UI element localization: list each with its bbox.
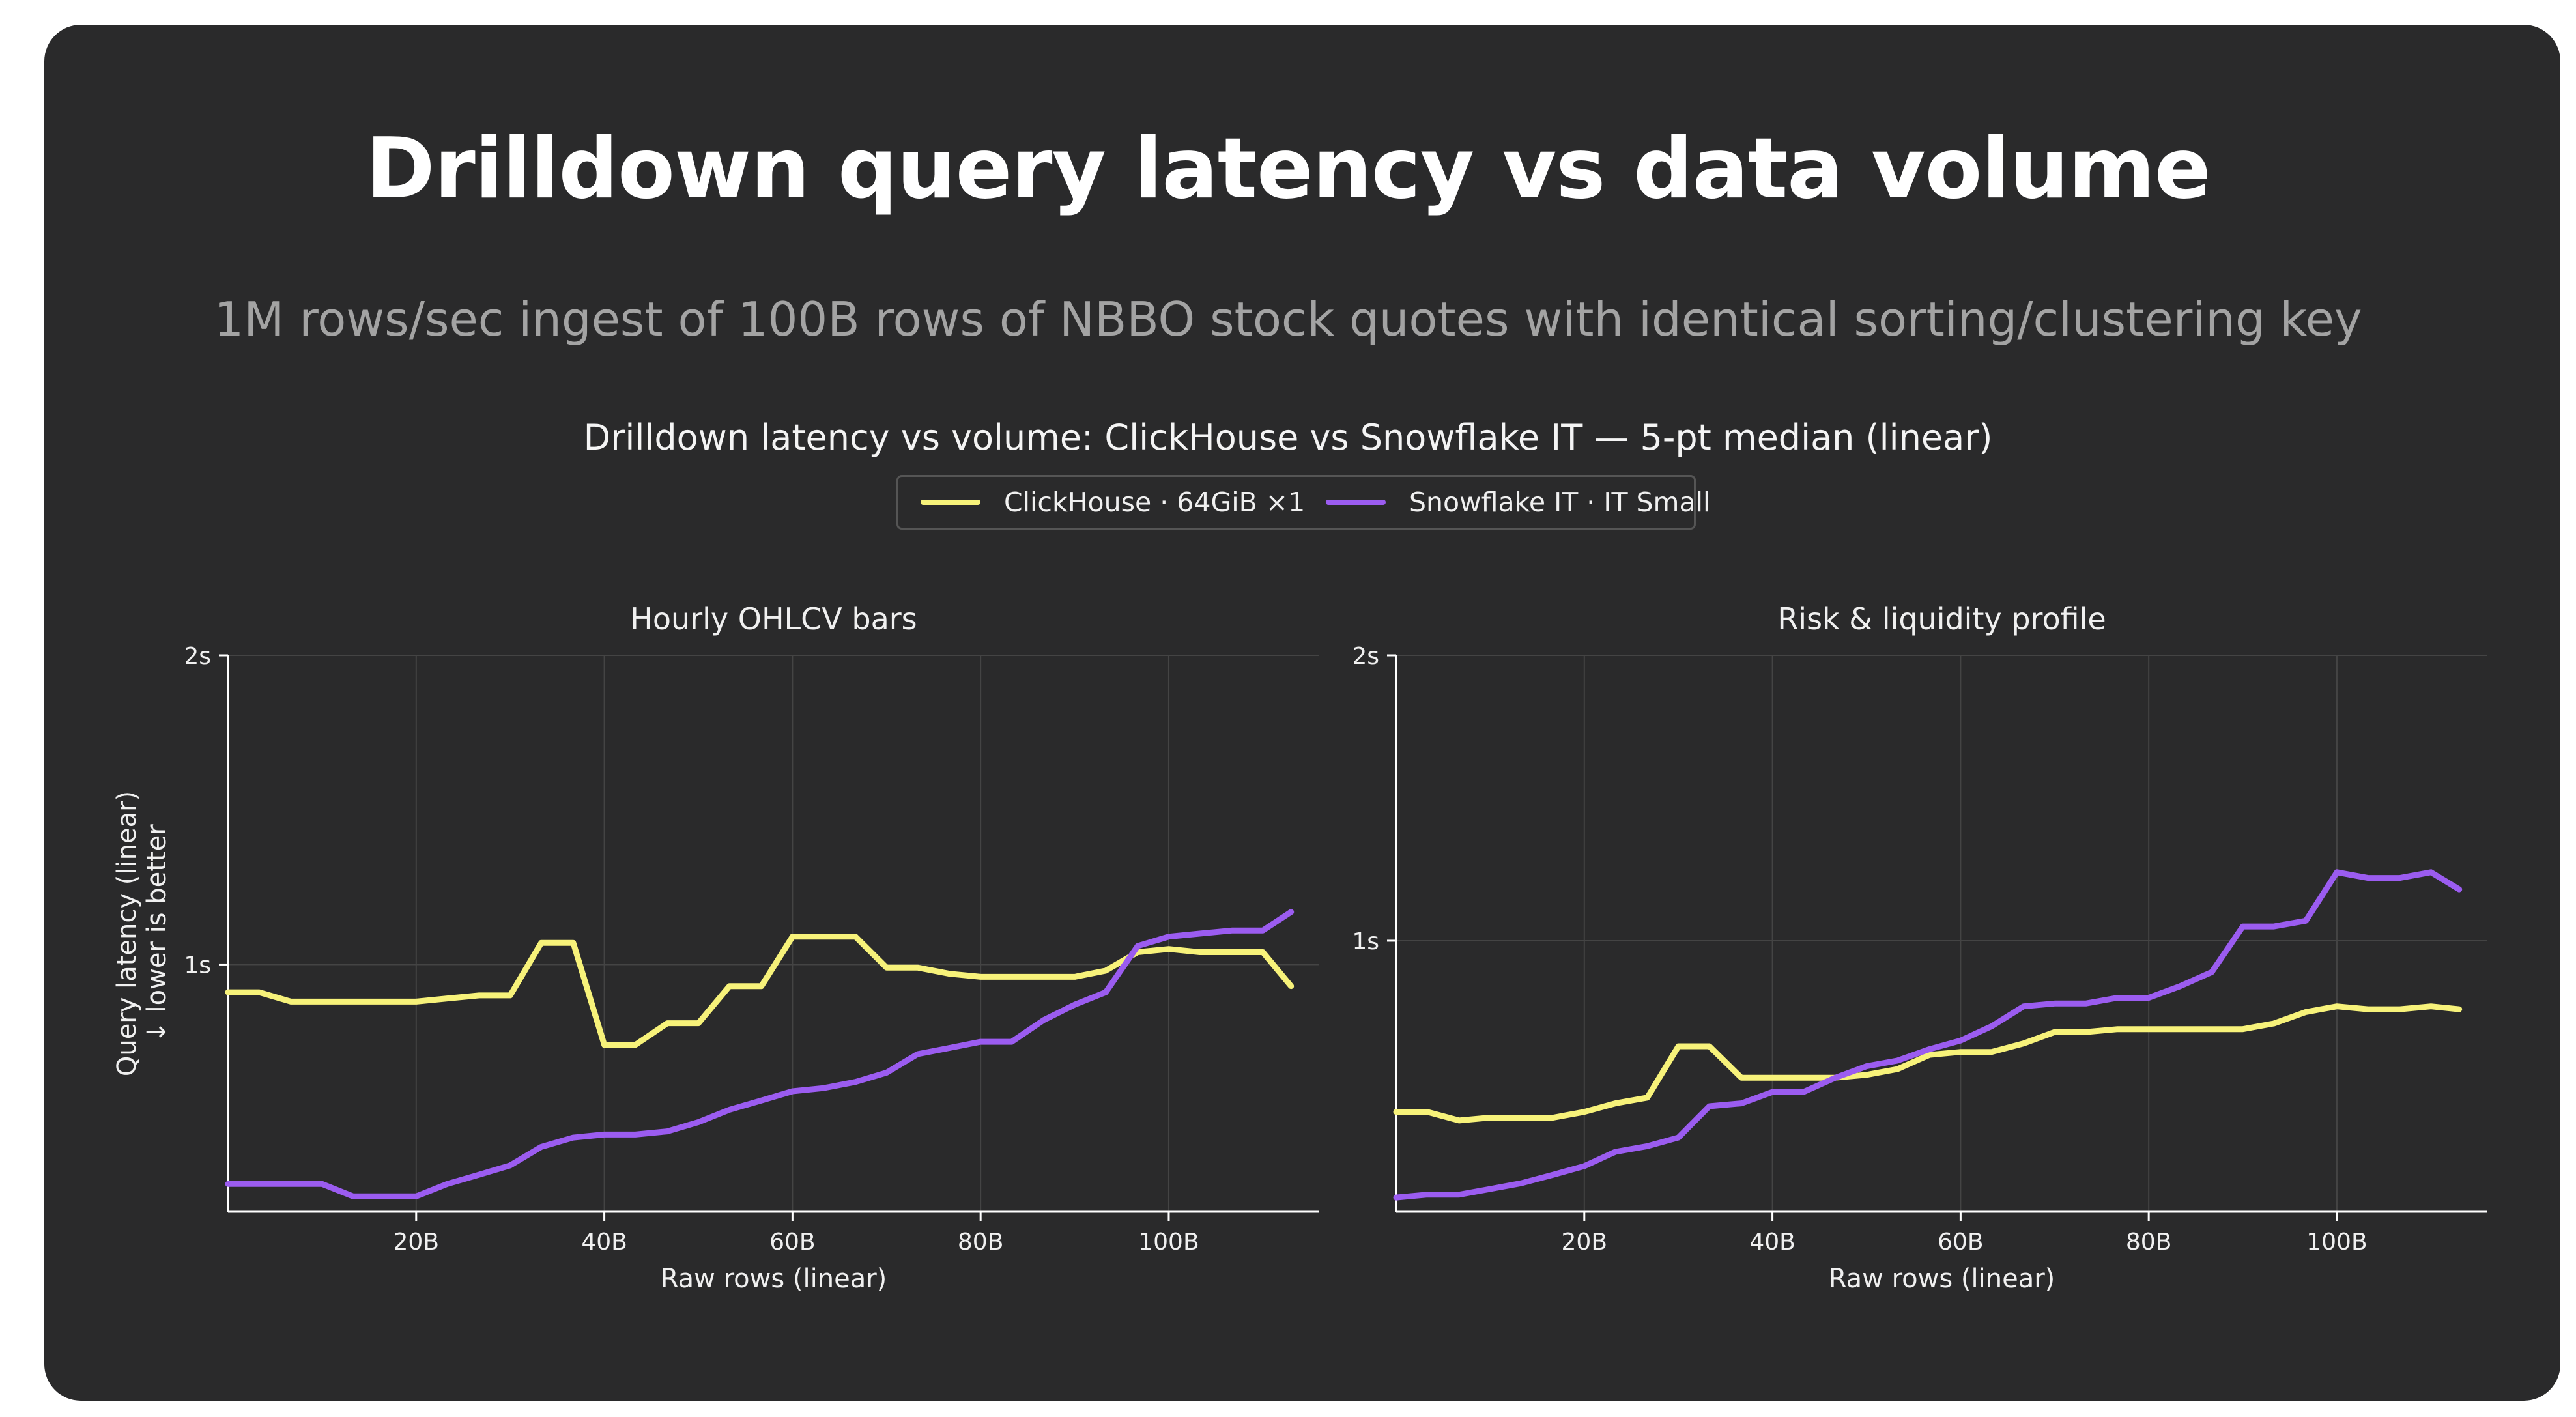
figure-title: Drilldown latency vs volume: ClickHouse … [583, 417, 1993, 458]
legend-swatch-snowflake [1326, 500, 1386, 505]
risk-xtick-label-0: 20B [1562, 1229, 1608, 1255]
legend: ClickHouse · 64GiB ×1 Snowflake IT · IT … [896, 475, 1710, 530]
risk-ytick-label-0: 1s [1352, 928, 1379, 955]
risk-xtick-label-4: 100B [2306, 1229, 2367, 1255]
ohlcv-xlabel: Raw rows (linear) [661, 1264, 887, 1294]
ohlcv-xtick-label-4: 100B [1138, 1229, 1199, 1255]
page-title: Drilldown query latency vs data volume [365, 121, 2211, 218]
ohlcv-xtick-label-2: 60B [769, 1229, 816, 1255]
risk-xtick-label-1: 40B [1749, 1229, 1796, 1255]
legend-item-clickhouse: ClickHouse · 64GiB ×1 [921, 477, 1305, 528]
ohlcv-ylabel: Query latency (linear) [112, 791, 142, 1076]
ohlcv-line-snowflake [225, 909, 1295, 1199]
risk-xtick-label-2: 60B [1938, 1229, 1984, 1255]
ohlcv-ytick-label-1: 2s [184, 643, 211, 670]
risk-subplot-title: Risk & liquidity profile [1777, 601, 2106, 637]
ohlcv-xtick-label-0: 20B [394, 1229, 440, 1255]
legend-label-snowflake: Snowflake IT · IT Small [1409, 487, 1711, 518]
legend-item-snowflake: Snowflake IT · IT Small [1326, 477, 1710, 528]
ohlcv-ytick-label-0: 1s [184, 952, 211, 979]
legend-swatch-clickhouse [921, 500, 980, 505]
risk-line-snowflake [1393, 869, 2463, 1201]
chart-card [44, 25, 2560, 1401]
legend-label-clickhouse: ClickHouse · 64GiB ×1 [1004, 487, 1306, 518]
risk-xlabel: Raw rows (linear) [1829, 1264, 2055, 1294]
ohlcv-ylabel-note: ↓ lower is better [142, 824, 172, 1043]
risk-ytick-label-1: 2s [1352, 643, 1379, 670]
page-subtitle: 1M rows/sec ingest of 100B rows of NBBO … [214, 292, 2362, 347]
ohlcv-xtick-label-1: 40B [581, 1229, 627, 1255]
risk-line-clickhouse [1393, 1003, 2463, 1124]
ohlcv-xtick-label-3: 80B [958, 1229, 1004, 1255]
ohlcv-line-clickhouse [225, 934, 1295, 1048]
risk-xtick-label-3: 80B [2126, 1229, 2172, 1255]
ohlcv-subplot-title: Hourly OHLCV bars [630, 601, 917, 637]
